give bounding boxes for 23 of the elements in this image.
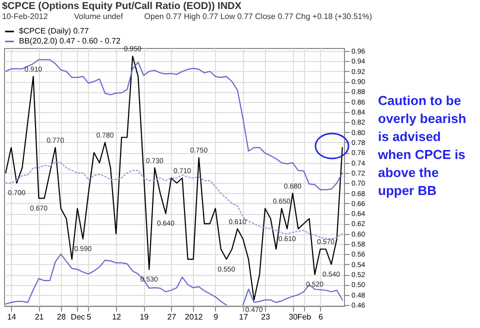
x-tick-label: Dec [70, 312, 86, 322]
legend-label: BB(20,2.0) 0.47 - 0.60 - 0.72 [19, 36, 121, 46]
chart-title: $CPCE (Options Equity Put/Call Ratio (EOD)) INDX [2, 1, 242, 12]
x-tick-label: 12 [112, 312, 122, 322]
x-tick-label: 21 [34, 312, 44, 322]
x-tick-label: 23 [261, 312, 271, 322]
x-tick-label: 2012 [184, 312, 204, 322]
x-tick-label: 6 [318, 312, 324, 322]
x-tick-label: 5 [86, 312, 92, 322]
chart-subtitle: 10-Feb-2012 [2, 12, 48, 21]
x-tick-label: 27 [167, 312, 177, 322]
legend-label: $CPCE (Daily) 0.77 [19, 26, 90, 36]
x-tick-label: 9 [214, 312, 219, 322]
x-tick-label: 17 [239, 312, 248, 322]
x-tick-label: 30 [288, 312, 298, 322]
text: Caution to be overly bearish is advised when CPCE is above the upper BB [378, 92, 468, 200]
x-tick-label: 28 [56, 312, 66, 322]
text: Volume undef [74, 12, 123, 21]
x-tick-label: 19 [140, 312, 150, 322]
x-tick-label: 14 [7, 312, 17, 322]
text: Open 0.77 High 0.77 Low 0.77 Close 0.77 Chg +0.18 (+30.51%) [144, 12, 372, 21]
x-tick-label: Feb [297, 312, 312, 322]
line-series [5, 59, 343, 190]
